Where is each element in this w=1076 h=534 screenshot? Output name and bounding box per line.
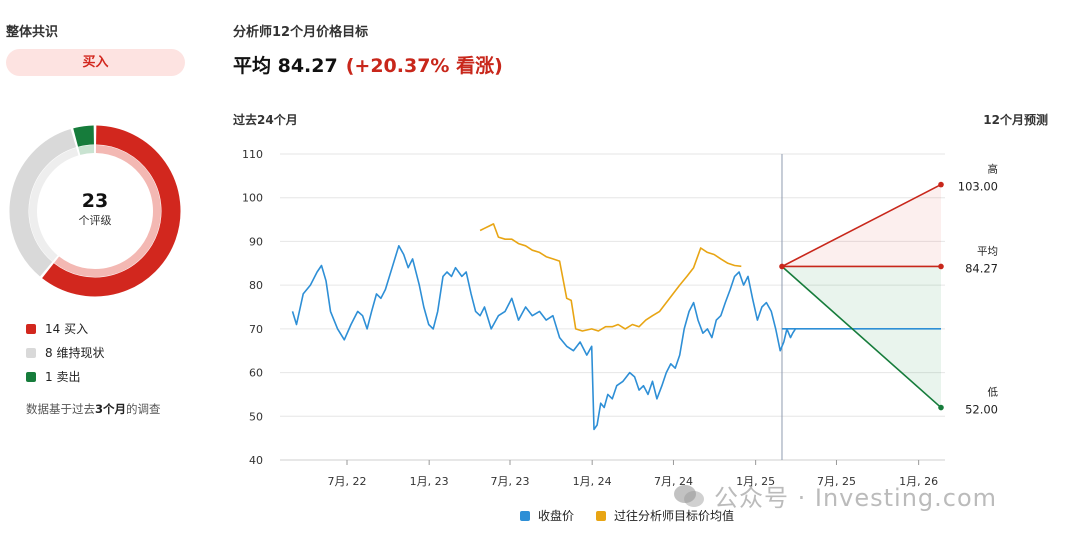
y-tick-label: 60 xyxy=(249,367,263,380)
legend-hold-swatch xyxy=(26,347,36,358)
y-tick-label: 70 xyxy=(249,323,263,336)
forecast-high-line xyxy=(781,183,942,268)
donut-center: 23 个评级 xyxy=(2,190,188,228)
donut-segment-0 xyxy=(42,125,181,297)
wechat-icon xyxy=(674,484,704,507)
upside-percentage: (+20.37% 看涨) xyxy=(345,55,503,77)
legend-target-label: 过往分析师目标价均值 xyxy=(614,509,735,523)
y-tick-label: 50 xyxy=(249,410,263,423)
y-tick-label: 80 xyxy=(249,279,263,292)
legend-close-label: 收盘价 xyxy=(538,509,575,523)
forecast-average-label: 平均 xyxy=(977,245,998,257)
close-price-line xyxy=(291,245,797,431)
x-tick-label: 7月, 22 xyxy=(327,475,366,488)
legend-hold: 8 维持现状 xyxy=(26,344,104,361)
x-tick-label: 7月, 24 xyxy=(654,475,693,488)
forecast-average-point xyxy=(938,263,944,270)
forecast-low-label: 低 xyxy=(988,386,999,399)
legend-sell-label: 1 卖出 xyxy=(45,370,81,384)
survey-note-suffix: 的调查 xyxy=(126,402,161,416)
consensus-title: 整体共识 xyxy=(6,25,59,40)
survey-note-prefix: 数据基于过去 xyxy=(26,402,95,416)
chart-legend: 收盘价 过往分析师目标价均值 xyxy=(520,507,756,524)
x-tick-label: 1月, 24 xyxy=(573,475,612,488)
legend-close-swatch xyxy=(520,510,530,521)
x-tick-label: 7月, 25 xyxy=(817,475,856,488)
watermark: 公众号 · Investing.com xyxy=(672,478,997,513)
forecast-low-value: 52.00 xyxy=(965,403,998,417)
price-target-title: 分析师12个月价格目标 xyxy=(233,25,369,40)
legend-close-price: 收盘价 xyxy=(520,507,574,524)
legend-sell-swatch xyxy=(26,371,36,382)
average-target: 平均 84.27 xyxy=(233,55,338,77)
consensus-rating-badge: 买入 xyxy=(6,49,185,76)
legend-buy: 14 买入 xyxy=(26,320,88,337)
ratings-donut-chart xyxy=(9,125,181,297)
forecast-period-label: 12个月预测 xyxy=(983,113,1048,127)
legend-sell: 1 卖出 xyxy=(26,368,80,385)
forecast-low-line xyxy=(781,265,942,409)
watermark-text: 公众号 · Investing.com xyxy=(714,484,998,512)
y-tick-label: 100 xyxy=(242,192,263,205)
forecast-start-point xyxy=(779,263,785,270)
forecast-average-value: 84.27 xyxy=(965,261,998,275)
donut-segment-1 xyxy=(9,129,77,277)
x-tick-label: 1月, 25 xyxy=(736,475,775,488)
forecast-high-value: 103.00 xyxy=(958,180,998,194)
survey-note: 数据基于过去3个月的调查 xyxy=(26,401,161,417)
donut-inner-segment-1 xyxy=(29,147,79,262)
past-period-label: 过去24个月 xyxy=(233,113,298,127)
legend-buy-swatch xyxy=(26,323,36,334)
x-tick-label: 1月, 23 xyxy=(410,475,449,488)
forecast-high-point xyxy=(938,181,944,188)
y-tick-label: 110 xyxy=(242,148,263,161)
y-tick-label: 90 xyxy=(249,235,263,248)
x-tick-label: 1月, 26 xyxy=(899,475,938,488)
legend-target-swatch xyxy=(596,510,607,521)
forecast-high-label: 高 xyxy=(988,163,999,176)
forecast-low-point xyxy=(938,404,944,411)
y-tick-label: 40 xyxy=(249,454,263,467)
past-target-line xyxy=(479,223,742,332)
ratings-total-unit: 个评级 xyxy=(78,214,112,227)
x-tick-label: 7月, 23 xyxy=(491,475,530,488)
donut-inner-segment-0 xyxy=(54,145,161,277)
survey-note-period: 3个月 xyxy=(95,402,127,416)
donut-segment-2 xyxy=(73,125,95,147)
legend-hold-label: 8 维持现状 xyxy=(45,346,105,360)
donut-inner-segment-2 xyxy=(78,145,95,155)
legend-buy-label: 14 买入 xyxy=(45,322,89,336)
legend-past-target: 过往分析师目标价均值 xyxy=(596,507,734,524)
ratings-total: 23 xyxy=(81,190,109,212)
price-target-summary: 平均 84.27 (+20.37% 看涨) xyxy=(233,51,503,78)
price-chart: 110 100 90 80 70 60 50 40 7月, 22 1月, 23 7月, 23 1月, … xyxy=(242,148,999,488)
